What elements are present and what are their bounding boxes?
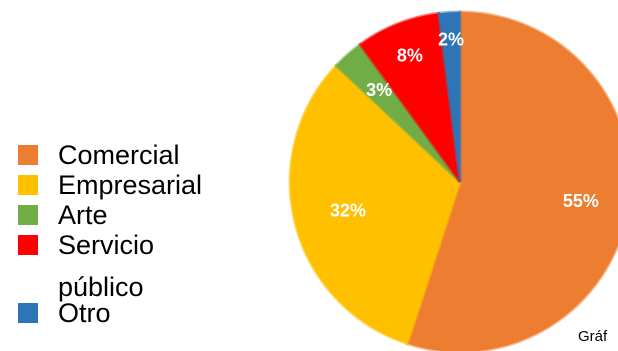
legend-swatch-1 [18, 145, 38, 165]
legend-label-5: Otro [58, 298, 111, 328]
legend-swatch-4 [18, 235, 38, 255]
pie-slice-5 [437, 10, 462, 183]
slice-labels: 55% 32% 3%8% 2% [330, 30, 599, 221]
pie-slices [288, 10, 618, 351]
figure-caption-fragment: Gráf [578, 328, 608, 345]
legend-swatch-3 [18, 205, 38, 225]
legend-swatch-5 [18, 303, 38, 323]
legend-label-3: Arte [58, 200, 108, 230]
data-label-2: 32% [330, 201, 366, 221]
pie-slice-2 [288, 63, 462, 346]
data-label-1: 55% [563, 191, 599, 211]
data-label-5: 2% [438, 30, 464, 50]
legend-label-1: Comercial [58, 140, 180, 170]
legend-swatch-2 [18, 175, 38, 195]
legend-label-2: Empresarial [58, 170, 202, 200]
data-label-3: 3% [366, 80, 392, 100]
legend-label-4: Servicio público [58, 230, 154, 302]
data-label-4: 8% [397, 46, 423, 66]
